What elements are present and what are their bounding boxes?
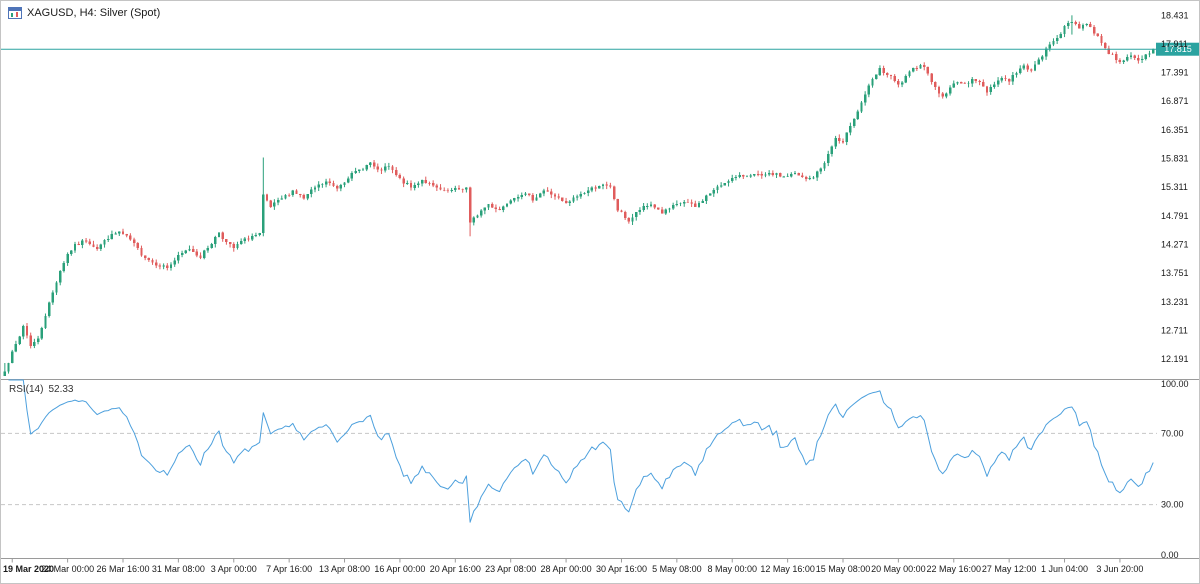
svg-text:14.271: 14.271 [1161, 239, 1189, 249]
symbol-title: XAGUSD, H4: Silver (Spot) [8, 7, 160, 19]
rsi-indicator-label: RSI(14) 52.33 [9, 384, 73, 395]
svg-text:7 Apr 16:00: 7 Apr 16:00 [266, 564, 312, 574]
svg-text:15 May 08:00: 15 May 08:00 [816, 564, 871, 574]
svg-text:12 May 16:00: 12 May 16:00 [760, 564, 815, 574]
symbol-title-text: XAGUSD, H4: Silver (Spot) [27, 7, 161, 19]
svg-text:3 Jun 20:00: 3 Jun 20:00 [1096, 564, 1143, 574]
svg-text:3 Apr 00:00: 3 Apr 00:00 [211, 564, 257, 574]
rsi-name: RSI(14) [9, 384, 44, 395]
svg-text:1 Jun 04:00: 1 Jun 04:00 [1041, 564, 1088, 574]
svg-text:17.911: 17.911 [1161, 39, 1188, 49]
svg-text:27 May 12:00: 27 May 12:00 [982, 564, 1037, 574]
svg-text:20 May 00:00: 20 May 00:00 [871, 564, 926, 574]
svg-text:18.431: 18.431 [1161, 10, 1189, 20]
svg-text:15.831: 15.831 [1161, 154, 1189, 164]
svg-text:28 Apr 00:00: 28 Apr 00:00 [541, 564, 592, 574]
chart-icon [8, 7, 22, 19]
svg-text:30 Apr 16:00: 30 Apr 16:00 [596, 564, 647, 574]
svg-text:30.00: 30.00 [1161, 500, 1184, 510]
svg-text:16.351: 16.351 [1161, 125, 1189, 135]
svg-text:16 Apr 00:00: 16 Apr 00:00 [374, 564, 425, 574]
svg-text:100.00: 100.00 [1161, 379, 1189, 389]
svg-text:17.391: 17.391 [1161, 68, 1189, 78]
svg-text:31 Mar 08:00: 31 Mar 08:00 [152, 564, 205, 574]
svg-text:22 May 16:00: 22 May 16:00 [926, 564, 981, 574]
svg-text:12.191: 12.191 [1161, 354, 1189, 364]
svg-text:14.791: 14.791 [1161, 211, 1189, 221]
svg-text:26 Mar 16:00: 26 Mar 16:00 [96, 564, 149, 574]
svg-text:20 Apr 16:00: 20 Apr 16:00 [430, 564, 481, 574]
svg-text:16.871: 16.871 [1161, 96, 1189, 106]
svg-text:15.311: 15.311 [1161, 182, 1188, 192]
svg-text:13.751: 13.751 [1161, 268, 1189, 278]
svg-text:13 Apr 08:00: 13 Apr 08:00 [319, 564, 370, 574]
svg-text:23 Apr 08:00: 23 Apr 08:00 [485, 564, 536, 574]
rsi-value: 52.33 [48, 384, 74, 395]
svg-text:70.00: 70.00 [1161, 428, 1184, 438]
svg-text:5 May 08:00: 5 May 08:00 [652, 564, 702, 574]
svg-text:8 May 00:00: 8 May 00:00 [707, 564, 757, 574]
svg-text:24 Mar 00:00: 24 Mar 00:00 [41, 564, 94, 574]
svg-text:17.815: 17.815 [1164, 44, 1192, 54]
svg-text:19 Mar 2020: 19 Mar 2020 [3, 564, 54, 574]
svg-text:12.711: 12.711 [1161, 325, 1188, 335]
svg-text:13.231: 13.231 [1161, 297, 1189, 307]
svg-text:0.00: 0.00 [1161, 550, 1179, 560]
